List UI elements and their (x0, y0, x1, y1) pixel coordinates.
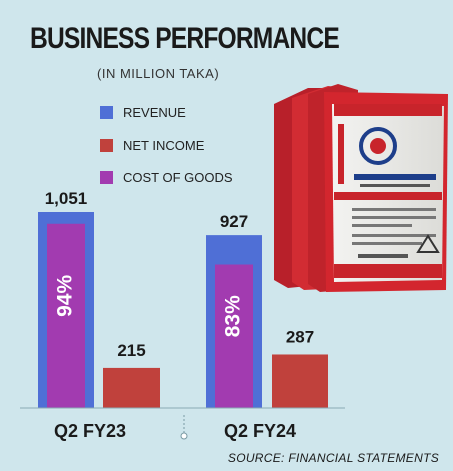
cost-of-goods-percent-label: 83% (222, 295, 245, 337)
source-note: SOURCE: FINANCIAL STATEMENTS (227, 451, 439, 465)
net-income-bar (272, 354, 328, 408)
net-income-bar (103, 367, 160, 408)
revenue-value-label: 927 (220, 212, 248, 231)
cost-of-goods-bar (47, 223, 85, 408)
net-income-value-label: 287 (286, 327, 314, 346)
cost-of-goods-percent-label: 94% (54, 275, 77, 317)
legend-label-net-income: NET INCOME (123, 137, 205, 153)
chart-title: BUSINESS PERFORMANCE (30, 22, 340, 55)
revenue-value-label: 1,051 (45, 189, 88, 208)
x-tick-label: Q2 FY24 (224, 421, 296, 441)
x-tick-label: Q2 FY23 (54, 421, 126, 441)
legend-swatch-revenue (100, 105, 113, 119)
legend-label-revenue: REVENUE (123, 104, 186, 120)
chart-subtitle: (IN MILLION TAKA) (97, 66, 220, 81)
legend-swatch-net-income (100, 138, 113, 152)
legend-item-net-income: NET INCOME (100, 137, 204, 153)
category-separator-dot (180, 432, 188, 440)
legend-item-revenue: REVENUE (100, 104, 186, 120)
legend-label-cost-of-goods: COST OF GOODS (123, 169, 233, 185)
cement-bags-icon (274, 84, 448, 292)
net-income-value-label: 215 (117, 341, 145, 360)
cost-of-goods-bar (215, 264, 253, 408)
legend-swatch-cost-of-goods (100, 170, 113, 184)
legend-item-cost-of-goods: COST OF GOODS (100, 169, 233, 185)
